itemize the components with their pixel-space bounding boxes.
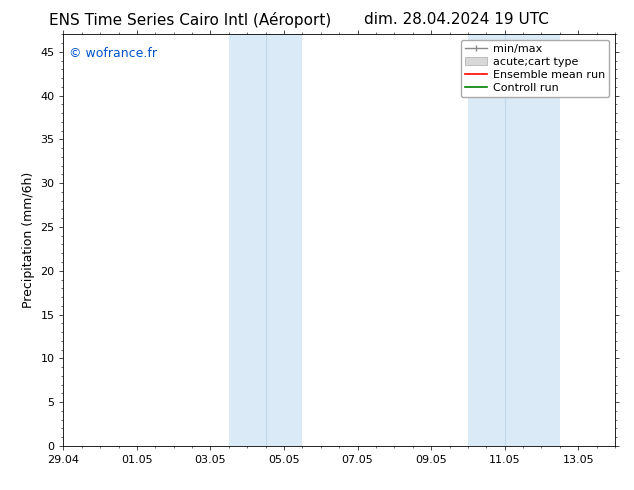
- Legend: min/max, acute;cart type, Ensemble mean run, Controll run: min/max, acute;cart type, Ensemble mean …: [460, 40, 609, 97]
- Bar: [468, 34, 560, 446]
- Y-axis label: Precipitation (mm/6h): Precipitation (mm/6h): [22, 172, 35, 308]
- Text: ENS Time Series Cairo Intl (Aéroport): ENS Time Series Cairo Intl (Aéroport): [49, 12, 332, 28]
- Text: © wofrance.fr: © wofrance.fr: [69, 47, 157, 60]
- Text: dim. 28.04.2024 19 UTC: dim. 28.04.2024 19 UTC: [364, 12, 549, 27]
- Bar: [229, 34, 302, 446]
